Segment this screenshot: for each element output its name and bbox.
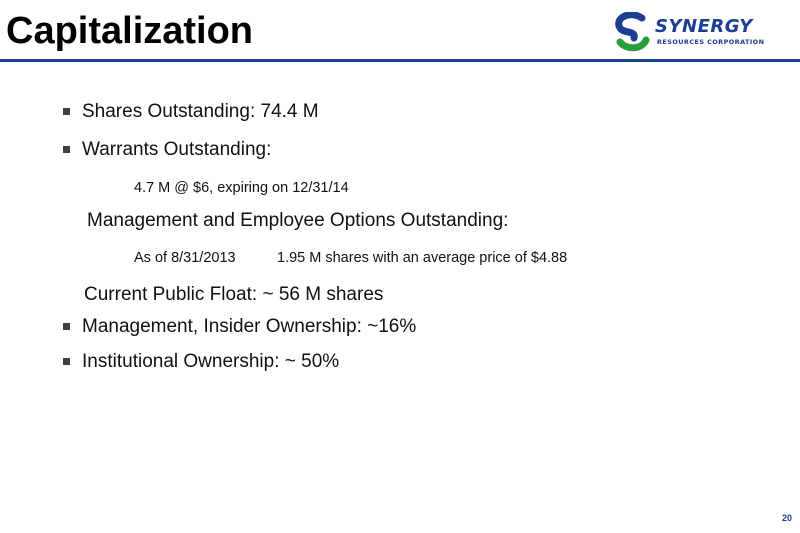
list-item-options-heading: Management and Employee Options Outstand… [87,210,509,231]
list-item-warrants-outstanding: Warrants Outstanding: [82,139,272,160]
sub-item-options-date: As of 8/31/2013 [134,250,236,266]
company-logo: SYNERGY RESOURCES CORPORATION [612,12,782,52]
synergy-swoosh-icon [615,12,650,52]
page-number: 20 [781,513,792,523]
title-divider [0,59,800,62]
square-bullet-icon [63,358,70,365]
square-bullet-icon [63,108,70,115]
sub-item-options-detail: 1.95 M shares with an average price of $… [277,250,568,266]
logo-subtitle: RESOURCES CORPORATION [657,38,765,46]
logo-name: SYNERGY [655,16,753,37]
list-item-insider-ownership: Management, Insider Ownership: ~16% [82,316,417,337]
sub-item-warrants-detail: 4.7 M @ $6, expiring on 12/31/14 [134,180,349,196]
list-item-institutional-ownership: Institutional Ownership: ~ 50% [82,351,340,372]
square-bullet-icon [63,146,70,153]
square-bullet-icon [63,323,70,330]
list-item-shares-outstanding: Shares Outstanding: 74.4 M [82,101,319,122]
list-item-public-float: Current Public Float: ~ 56 M shares [84,284,384,305]
slide-title: Capitalization [6,10,254,52]
